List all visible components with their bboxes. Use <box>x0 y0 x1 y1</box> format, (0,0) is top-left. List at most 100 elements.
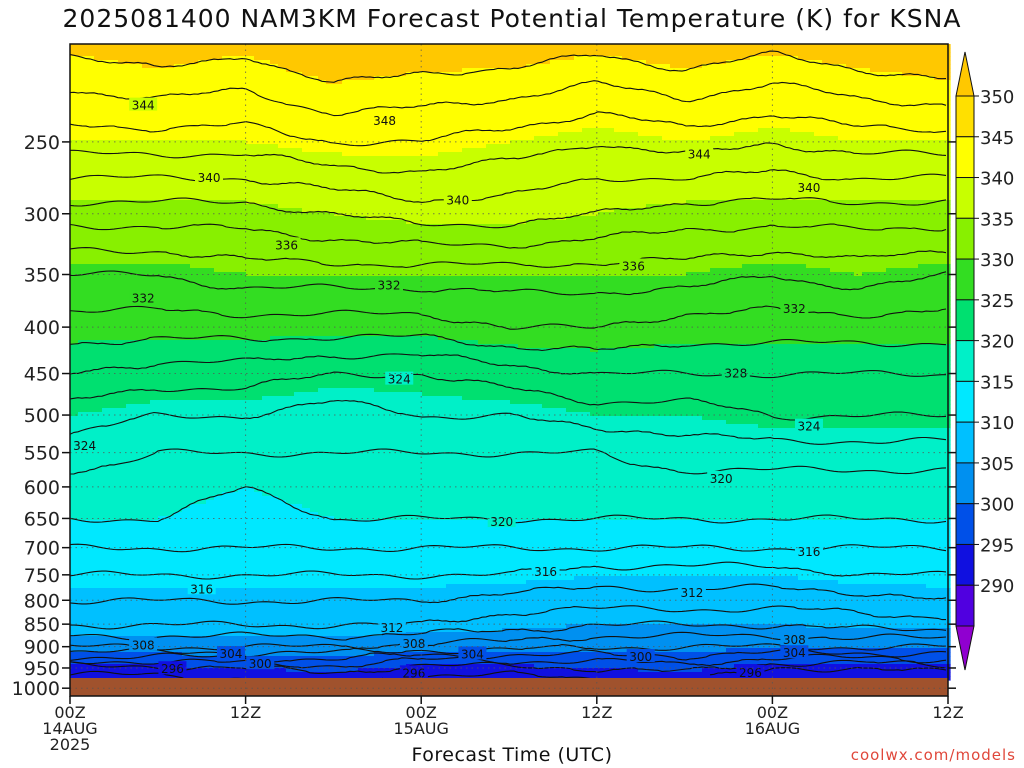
contour-label-text: 316 <box>190 582 213 596</box>
colorbar-segment <box>956 585 974 626</box>
contour-label: 340 <box>444 192 472 207</box>
contour-label-text: 304 <box>461 647 484 661</box>
y-tick-label: 300 <box>24 204 60 226</box>
colorbar-label: 340 <box>980 169 1014 190</box>
x-tick-label: 15AUG <box>393 719 448 738</box>
y-tick-label: 400 <box>24 317 60 339</box>
colorbar-segment <box>956 544 974 585</box>
contour-label: 340 <box>195 170 223 185</box>
contour-label: 308 <box>400 636 428 651</box>
colorbar-top-cap <box>956 52 974 96</box>
contour-label: 300 <box>627 649 655 664</box>
colorbar-segment <box>956 178 974 219</box>
contour-label-text: 348 <box>373 114 396 128</box>
contour-label: 300 <box>246 656 274 671</box>
colorbar-label: 295 <box>980 535 1014 556</box>
contour-label: 312 <box>678 585 706 600</box>
y-tick-label: 250 <box>24 132 60 154</box>
ground-strip <box>70 678 948 696</box>
contour-label-text: 340 <box>798 181 821 195</box>
colorbar-label: 350 <box>980 87 1014 108</box>
colorbar-bottom-cap <box>956 626 974 670</box>
contour-label: 296 <box>158 661 186 676</box>
colorbar-segment <box>956 341 974 382</box>
contour-label-text: 312 <box>380 621 403 635</box>
x-tick-label: 12Z <box>932 703 963 722</box>
colorbar-segment <box>956 422 974 463</box>
contour-label: 340 <box>795 180 823 195</box>
contour-label: 316 <box>795 544 823 559</box>
contour-label: 304 <box>458 646 486 661</box>
contour-label: 332 <box>129 291 157 306</box>
colorbar-segment <box>956 96 974 137</box>
contour-label-text: 300 <box>249 657 272 671</box>
contour-label: 320 <box>707 471 735 486</box>
colorbar: 350 345 340 335 330 325 320 315 310 305 300 295 290 <box>956 52 1014 670</box>
contour-label: 324 <box>71 438 99 453</box>
contour-label-text: 344 <box>132 99 155 113</box>
contour-label-text: 324 <box>798 420 821 434</box>
y-tick-label: 800 <box>24 590 60 612</box>
colorbar-label: 290 <box>980 576 1014 597</box>
contour-label-text: 308 <box>783 633 806 647</box>
contour-label: 296 <box>736 665 764 680</box>
x-axis-label: Forecast Time (UTC) <box>312 744 712 766</box>
contour-label-text: 332 <box>783 302 806 316</box>
contour-label-text: 308 <box>402 637 425 651</box>
contour-label: 304 <box>780 645 808 660</box>
contour-label: 336 <box>619 259 647 274</box>
colorbar-label: 315 <box>980 372 1014 393</box>
contour-label-text: 324 <box>73 439 96 453</box>
x-tick-label: 16AUG <box>745 719 800 738</box>
y-tick-label: 350 <box>24 265 60 287</box>
y-tick-label: 950 <box>24 658 60 680</box>
credit-text: coolwx.com/models <box>851 746 1016 764</box>
colorbar-label: 300 <box>980 495 1014 516</box>
contour-label: 320 <box>488 514 516 529</box>
contour-label-text: 320 <box>710 472 733 486</box>
y-tick-label: 600 <box>24 477 60 499</box>
contour-label-text: 332 <box>378 279 401 293</box>
contour-label-text: 312 <box>680 586 703 600</box>
contour-label-text: 336 <box>622 260 645 274</box>
colorbar-segment <box>956 300 974 341</box>
colorbar-label: 325 <box>980 291 1014 312</box>
colorbar-segment <box>956 504 974 545</box>
contour-label: 324 <box>795 419 823 434</box>
contour-label-text: 296 <box>161 662 184 676</box>
contour-label-text: 344 <box>688 147 711 161</box>
colorbar-segment <box>956 137 974 178</box>
contour-label-text: 304 <box>783 646 806 660</box>
y-tick-label: 900 <box>24 637 60 659</box>
colorbar-segment <box>956 259 974 300</box>
colorbar-label: 320 <box>980 332 1014 353</box>
contour-label: 344 <box>129 98 157 113</box>
colorbar-label: 345 <box>980 128 1014 149</box>
contour-label-text: 320 <box>490 515 513 529</box>
y-tick-label: 850 <box>24 614 60 636</box>
y-tick-label: 750 <box>24 565 60 587</box>
y-tick-label: 650 <box>24 508 60 530</box>
y-tick-label: 700 <box>24 538 60 560</box>
contour-label-text: 316 <box>798 545 821 559</box>
contour-label-text: 336 <box>275 238 298 252</box>
contour-label: 308 <box>780 632 808 647</box>
colorbar-label: 305 <box>980 454 1014 475</box>
y-tick-label: 450 <box>24 364 60 386</box>
y-tick-label: 550 <box>24 443 60 465</box>
colorbar-label: 330 <box>980 250 1014 271</box>
y-tick-label: 1000 <box>12 678 60 700</box>
contour-label-text: 340 <box>198 171 221 185</box>
contour-label: 332 <box>780 301 808 316</box>
colorbar-label: 335 <box>980 209 1014 230</box>
contour-label-text: 300 <box>629 650 652 664</box>
x-tick-label: 12Z <box>230 703 261 722</box>
colorbar-segment <box>956 463 974 504</box>
colorbar-label: 310 <box>980 413 1014 434</box>
contour-label: 344 <box>685 146 713 161</box>
x-tick-label: 12Z <box>581 703 612 722</box>
colorbar-segment <box>956 381 974 422</box>
contour-label: 308 <box>129 637 157 652</box>
contour-label: 348 <box>371 113 399 128</box>
